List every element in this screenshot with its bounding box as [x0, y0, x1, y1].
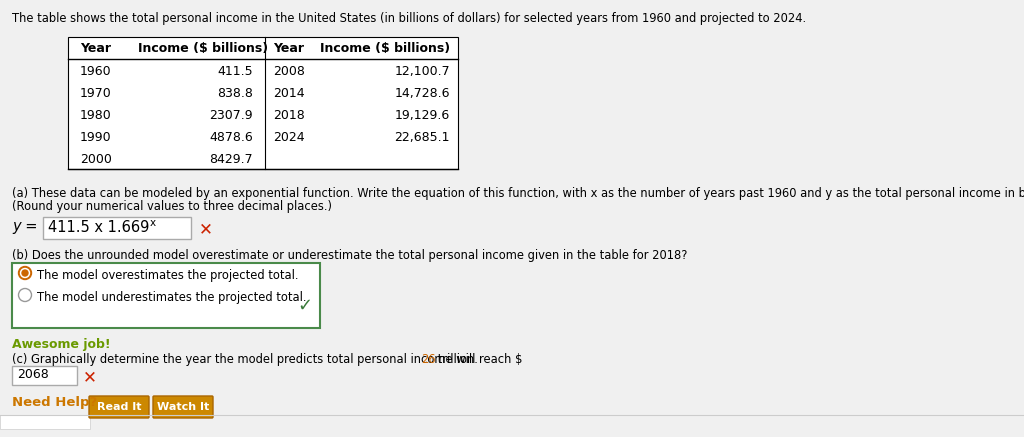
Text: 22,685.1: 22,685.1 [394, 131, 450, 144]
Text: 1990: 1990 [80, 131, 112, 144]
Text: ✕: ✕ [83, 368, 97, 386]
Text: Year: Year [80, 42, 111, 55]
Bar [68, 37, 458, 169]
Text: Need Help?: Need Help? [12, 396, 97, 409]
Text: 2018: 2018 [273, 109, 305, 122]
Text: 1960: 1960 [80, 65, 112, 78]
Text: The table shows the total personal income in the United States (in billions of d: The table shows the total personal incom… [12, 12, 806, 25]
Bar [0, 415, 90, 429]
Text: (Round your numerical values to three decimal places.): (Round your numerical values to three de… [12, 200, 332, 213]
Circle shape [20, 268, 30, 277]
Text: 411.5: 411.5 [217, 65, 253, 78]
Text: 12,100.7: 12,100.7 [394, 65, 450, 78]
Text: 26: 26 [421, 353, 436, 366]
Text: 1970: 1970 [80, 87, 112, 100]
Text: ✓: ✓ [297, 297, 312, 315]
Text: Read It: Read It [96, 402, 141, 412]
Text: 8429.7: 8429.7 [209, 153, 253, 166]
Text: 1980: 1980 [80, 109, 112, 122]
Circle shape [18, 267, 32, 280]
Text: y =: y = [12, 219, 42, 234]
Text: 2307.9: 2307.9 [209, 109, 253, 122]
Text: (a) These data can be modeled by an exponential function. Write the equation of : (a) These data can be modeled by an expo… [12, 187, 1024, 200]
Text: trillion.: trillion. [434, 353, 478, 366]
Bar [12, 366, 77, 385]
Text: 4878.6: 4878.6 [209, 131, 253, 144]
Text: Income ($ billions): Income ($ billions) [319, 42, 451, 55]
Text: Awesome job!: Awesome job! [12, 338, 111, 351]
Text: 2068: 2068 [17, 368, 49, 381]
Text: The model overestimates the projected total.: The model overestimates the projected to… [37, 269, 299, 282]
Text: The model underestimates the projected total.: The model underestimates the projected t… [37, 291, 306, 304]
FancyBboxPatch shape [153, 396, 213, 418]
Text: Year: Year [273, 42, 304, 55]
Text: Income ($ billions): Income ($ billions) [138, 42, 268, 55]
Text: 19,129.6: 19,129.6 [394, 109, 450, 122]
Text: x: x [150, 218, 156, 228]
Text: (c) Graphically determine the year the model predicts total personal income will: (c) Graphically determine the year the m… [12, 353, 522, 366]
Text: 14,728.6: 14,728.6 [394, 87, 450, 100]
Text: 2000: 2000 [80, 153, 112, 166]
Bar [12, 263, 319, 328]
Text: 2014: 2014 [273, 87, 304, 100]
FancyBboxPatch shape [89, 396, 150, 418]
Circle shape [22, 270, 28, 276]
Text: Watch It: Watch It [157, 402, 209, 412]
Text: 2024: 2024 [273, 131, 304, 144]
Text: 2008: 2008 [273, 65, 305, 78]
Text: ✕: ✕ [199, 220, 213, 238]
Text: 838.8: 838.8 [217, 87, 253, 100]
Text: 411.5 x 1.669: 411.5 x 1.669 [48, 220, 150, 235]
Bar [43, 217, 191, 239]
Text: (b) Does the unrounded model overestimate or underestimate the total personal in: (b) Does the unrounded model overestimat… [12, 249, 687, 262]
